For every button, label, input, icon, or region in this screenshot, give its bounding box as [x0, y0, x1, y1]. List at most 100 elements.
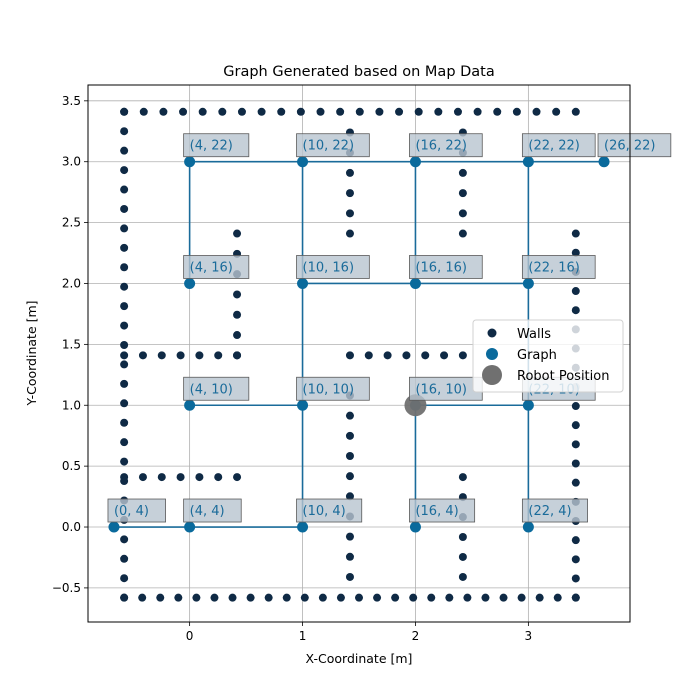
node-label-group: (26, 22): [597, 133, 672, 158]
wall-point: [391, 593, 400, 602]
node-label-box: [521, 498, 588, 523]
wall-point: [463, 593, 472, 602]
wall-point: [176, 351, 185, 360]
wall-point: [120, 224, 129, 233]
wall-point: [402, 351, 411, 360]
wall-point: [233, 310, 242, 319]
wall-point: [571, 248, 580, 257]
label-layer: (4, 22) (10, 22) (16, 22) (22, 22) (26, 22) (…: [107, 133, 672, 523]
legend-robot-marker: [482, 365, 502, 385]
wall-point: [176, 473, 185, 482]
wall-point: [473, 107, 482, 116]
node-label-box: [296, 498, 363, 523]
wall-point: [120, 438, 129, 447]
wall-point: [553, 593, 562, 602]
y-axis-label: Y-Coordinate [m]: [24, 300, 39, 406]
graph-node: [522, 156, 534, 168]
y-tick-label: 2.0: [62, 276, 81, 290]
x-axis-label: X-Coordinate [m]: [306, 651, 413, 666]
graph-node: [409, 277, 421, 289]
wall-point: [282, 593, 291, 602]
wall-point: [198, 107, 207, 116]
wall-point: [233, 229, 242, 238]
wall-point: [571, 287, 580, 296]
node-label-box: [296, 133, 370, 158]
wall-point: [535, 593, 544, 602]
wall-point: [493, 107, 502, 116]
wall-point: [395, 107, 404, 116]
wall-point: [300, 593, 309, 602]
wall-point: [233, 351, 242, 360]
wall-point: [458, 229, 467, 238]
node-label-box: [521, 133, 596, 158]
wall-point: [120, 107, 129, 116]
wall-point: [233, 290, 242, 299]
wall-point: [345, 209, 354, 218]
y-tick-label: 1.0: [62, 398, 81, 412]
x-tick-label: 3: [525, 629, 533, 643]
y-tick-label: 1.5: [62, 337, 81, 351]
wall-point: [120, 399, 129, 408]
node-label-group: (4, 4): [183, 498, 242, 523]
wall-point: [195, 351, 204, 360]
wall-point: [458, 351, 467, 360]
wall-point: [264, 593, 273, 602]
node-label: (10, 22): [303, 139, 355, 154]
wall-point: [120, 243, 129, 252]
wall-point: [571, 306, 580, 315]
graph-node: [108, 521, 120, 533]
chart-title: Graph Generated based on Map Data: [223, 64, 495, 80]
node-label-box: [183, 133, 250, 158]
node-label: (16, 22): [415, 139, 467, 154]
node-label: (4, 4): [190, 504, 225, 519]
wall-point: [345, 229, 354, 238]
wall-point: [214, 351, 223, 360]
node-label-group: (22, 22): [521, 133, 596, 158]
wall-point: [345, 189, 354, 198]
y-tick-label: 3.5: [62, 94, 81, 108]
wall-point: [571, 459, 580, 468]
wall-point: [120, 321, 129, 330]
wall-point: [345, 431, 354, 440]
legend-graph-marker: [486, 348, 498, 360]
node-label: (16, 16): [415, 260, 467, 275]
x-tick-label: 2: [412, 629, 420, 643]
legend: Walls Graph Robot Position: [472, 319, 624, 393]
wall-point: [228, 593, 237, 602]
wall-point: [458, 473, 467, 482]
wall-point: [571, 593, 580, 602]
node-label-group: (16, 10): [409, 376, 483, 401]
wall-point: [210, 593, 219, 602]
wall-point: [458, 572, 467, 581]
graph-node: [598, 156, 610, 168]
node-label-box: [296, 255, 370, 279]
wall-point: [192, 593, 201, 602]
wall-point: [159, 107, 168, 116]
wall-point: [138, 473, 147, 482]
graph-node: [184, 521, 196, 533]
wall-point: [120, 204, 129, 213]
wall-point: [571, 440, 580, 449]
node-label-box: [409, 133, 483, 158]
wall-point: [512, 107, 521, 116]
graph-node: [409, 156, 421, 168]
wall-point: [345, 572, 354, 581]
node-label: (10, 10): [303, 382, 355, 397]
wall-point: [120, 379, 129, 388]
node-label: (16, 4): [415, 504, 458, 519]
wall-point: [157, 473, 166, 482]
graph-node: [297, 521, 309, 533]
node-label-group: (16, 22): [409, 133, 483, 158]
wall-point: [318, 593, 327, 602]
wall-point: [233, 473, 242, 482]
node-label-box: [296, 376, 370, 401]
node-label-group: (10, 16): [296, 255, 370, 279]
node-label: (4, 22): [190, 139, 233, 154]
graph-node: [522, 521, 534, 533]
wall-point: [345, 168, 354, 177]
wall-point: [277, 107, 286, 116]
wall-point: [120, 535, 129, 544]
wall-point: [120, 351, 129, 360]
node-label-group: (10, 4): [296, 498, 363, 523]
node-label-group: (22, 16): [521, 255, 596, 279]
